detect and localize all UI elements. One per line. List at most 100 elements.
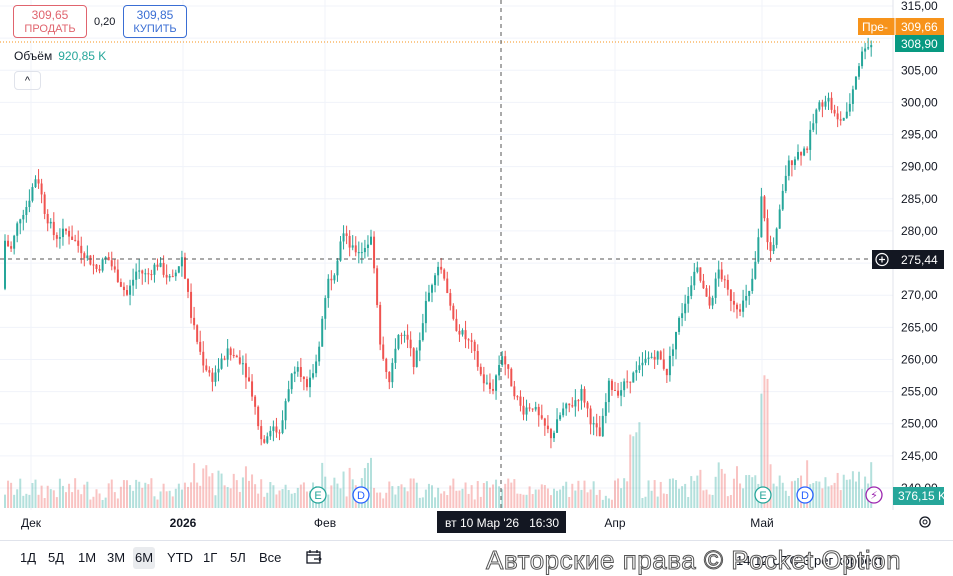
timeframe-1d[interactable]: 1Д (20, 550, 37, 565)
candle-body (790, 160, 793, 166)
candle-body (586, 402, 589, 409)
settings-icon[interactable] (919, 516, 931, 528)
candle-body (156, 264, 159, 267)
candle-body (116, 269, 119, 283)
timeframe-1y[interactable]: 1Г (203, 550, 218, 565)
volume-bar (775, 486, 778, 508)
volume-bar (400, 484, 403, 508)
add-alert-icon[interactable] (875, 252, 889, 267)
candle-body (382, 344, 385, 359)
volume-bar (135, 479, 138, 508)
volume-bar (220, 473, 223, 508)
candle-body (269, 430, 272, 437)
candle-body (842, 117, 845, 121)
timeframe-6m[interactable]: 6М (133, 547, 156, 569)
candle-body (348, 235, 351, 248)
price-tick-label: 255,00 (901, 385, 938, 399)
volume-bar (272, 485, 275, 508)
candle-body (95, 264, 98, 269)
candle-body (196, 325, 199, 342)
candle-body (467, 339, 470, 341)
volume-bar (65, 492, 67, 508)
candle-body (296, 367, 299, 372)
candle-body (662, 359, 665, 369)
volume-bar (745, 475, 748, 508)
candle-body (260, 426, 263, 440)
price-axis[interactable]: 315,00310,00305,00300,00295,00290,00285,… (901, 0, 938, 495)
time-axis[interactable]: Дек 2026 Фев Апр Май (21, 516, 774, 530)
timeframe-all[interactable]: Все (259, 550, 282, 565)
volume-bar (126, 480, 128, 508)
timeframe-5d[interactable]: 5Д (48, 550, 65, 565)
candle-body (574, 400, 577, 407)
candle-body (470, 340, 473, 342)
price-tick-label: 300,00 (901, 95, 938, 109)
volume-bar (760, 393, 763, 508)
candle-body (266, 436, 269, 443)
volume-bar (397, 485, 400, 508)
volume-bar (464, 482, 467, 508)
volume-bar (543, 485, 546, 508)
buy-button[interactable]: 309,85 КУПИТЬ (123, 5, 187, 38)
timeframe-5y[interactable]: 5Л (230, 550, 246, 565)
candle-body (107, 257, 110, 261)
volume-bar (858, 471, 860, 508)
split-marker[interactable]: ⚡ (865, 486, 883, 504)
candle-body (708, 296, 711, 306)
volume-bar (696, 475, 699, 508)
volume-bar (492, 484, 494, 508)
volume-legend-label: Объём (14, 49, 53, 63)
timeframe-3m[interactable]: 3М (107, 550, 126, 565)
volume-bar (153, 496, 156, 508)
price-tick-label: 260,00 (901, 352, 938, 366)
volume-bar (302, 482, 305, 508)
volume-bar (193, 463, 196, 508)
volume-bar (373, 487, 376, 508)
volume-current: 376,15 K (898, 489, 946, 503)
candle-body (516, 396, 519, 398)
candle-body (507, 364, 510, 369)
volume-bar (223, 485, 226, 508)
timeframe-ytd[interactable]: YTD (167, 550, 193, 565)
collapse-legend-button[interactable]: ^ (14, 71, 41, 90)
calendar-range-icon[interactable] (305, 548, 323, 566)
volume-bar (55, 497, 58, 508)
price-chart[interactable]: 315,00310,00305,00300,00295,00290,00285,… (0, 0, 953, 540)
candle-body (684, 303, 687, 314)
candle-body (659, 351, 662, 360)
volume-bar (687, 497, 690, 508)
sell-button[interactable]: 309,65 ПРОДАТЬ (13, 5, 87, 38)
volume-bar (553, 488, 555, 508)
volume-bar (839, 490, 842, 508)
timeframe-1m[interactable]: 1М (78, 550, 97, 565)
volume-bar (424, 489, 427, 508)
dividend-marker-1[interactable]: D (352, 486, 370, 504)
volume-bar (174, 488, 177, 508)
volume-bar (254, 484, 257, 508)
candle-body (177, 266, 180, 273)
candle-body (287, 389, 290, 402)
candle-body (650, 356, 653, 358)
volume-bar (336, 483, 339, 508)
candle-body (126, 290, 128, 295)
volume-bar (458, 490, 461, 508)
price-tick-label: 285,00 (901, 192, 938, 206)
candle-body (482, 374, 485, 384)
volume-bar (205, 465, 208, 508)
earnings-marker-2[interactable]: E (754, 486, 772, 504)
candle-body (235, 355, 238, 358)
candle-body (595, 423, 598, 428)
volume-bar (241, 477, 244, 508)
candle-body (309, 377, 311, 388)
volume-bar (296, 487, 299, 508)
earnings-marker-1[interactable]: E (309, 486, 327, 504)
volume-bar (415, 482, 418, 508)
volume-bar (516, 493, 519, 508)
volume-bar (226, 487, 229, 508)
candle-body (263, 439, 266, 443)
candle-body (132, 279, 135, 286)
candle-body (562, 408, 565, 416)
candle-body (760, 196, 763, 238)
dividend-marker-2[interactable]: D (796, 486, 814, 504)
candle-body (65, 228, 67, 231)
